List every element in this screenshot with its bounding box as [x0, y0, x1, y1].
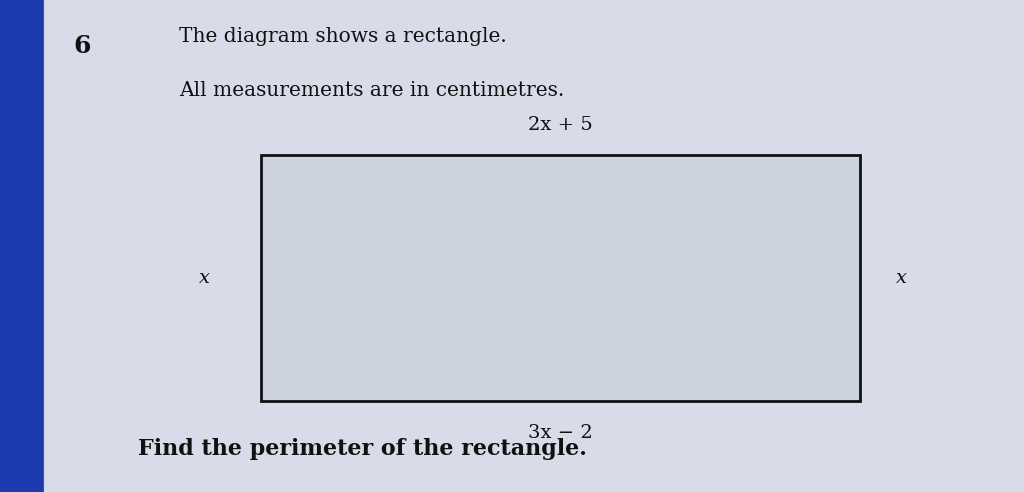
Text: 2x + 5: 2x + 5: [528, 117, 593, 134]
Text: x: x: [200, 269, 210, 287]
Bar: [261, 155, 860, 401]
Text: All measurements are in centimetres.: All measurements are in centimetres.: [179, 81, 564, 100]
Text: The diagram shows a rectangle.: The diagram shows a rectangle.: [179, 27, 507, 46]
Bar: [0, 0, 43, 492]
Text: Find the perimeter of the rectangle.: Find the perimeter of the rectangle.: [138, 438, 587, 460]
Text: 6: 6: [74, 34, 91, 59]
Text: 3x − 2: 3x − 2: [528, 424, 593, 442]
Text: x: x: [896, 269, 906, 287]
